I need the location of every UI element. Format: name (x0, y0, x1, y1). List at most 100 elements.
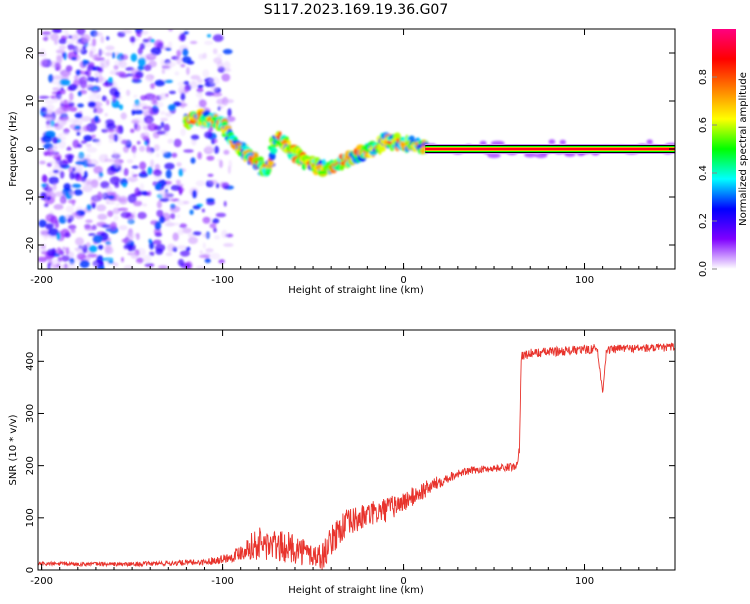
noise-blob (197, 84, 204, 89)
noise-blob (153, 144, 160, 152)
noise-blob (39, 160, 46, 165)
noise-blob (215, 212, 227, 218)
noise-blob (159, 215, 166, 224)
band-blob (487, 153, 501, 159)
noise-blob (120, 112, 127, 120)
noise-blob (227, 108, 232, 117)
colorbar-tick-label: 0.6 (698, 117, 709, 133)
noise-blob (183, 31, 189, 35)
noise-blob (45, 223, 53, 231)
noise-blob (41, 135, 53, 143)
noise-blob (132, 174, 138, 178)
noise-blob (46, 249, 57, 257)
band-blob (646, 139, 653, 145)
noise-blob (101, 95, 107, 102)
noise-blob (65, 247, 70, 255)
x-tick-label: -100 (211, 275, 234, 286)
noise-blob (160, 117, 168, 122)
noise-blob (187, 233, 195, 238)
noise-blob (106, 36, 110, 41)
noise-blob (223, 243, 234, 247)
noise-blob (165, 252, 173, 257)
noise-blob (69, 190, 75, 197)
noise-blob (166, 61, 176, 68)
noise-blob (120, 211, 132, 219)
noise-blob (113, 215, 119, 221)
noise-blob (97, 175, 102, 181)
snr-axes: -200 -100 0 100 0 100 200 300 400 (25, 330, 676, 587)
noise-blob (160, 149, 168, 155)
noise-blob (138, 57, 146, 67)
noise-blob (195, 92, 203, 98)
noise-blob (62, 104, 71, 112)
noise-blob (130, 178, 136, 183)
noise-blob (90, 179, 99, 188)
ridge-blob (267, 160, 275, 167)
noise-blob (130, 128, 135, 133)
noise-blob (71, 57, 77, 61)
noise-blob (82, 180, 88, 187)
noise-blob (180, 92, 186, 101)
noise-blob (83, 60, 90, 65)
noise-blob (221, 229, 228, 239)
noise-blob (41, 250, 49, 255)
noise-blob (53, 204, 64, 210)
noise-blob (171, 152, 178, 158)
noise-blob (221, 73, 231, 82)
noise-blob (56, 136, 67, 141)
noise-blob (48, 176, 59, 185)
noise-blob (161, 68, 166, 75)
noise-blob (168, 41, 173, 50)
noise-blob (204, 131, 213, 139)
noise-blob (87, 253, 98, 258)
noise-blob (86, 68, 91, 78)
noise-blob (67, 43, 75, 51)
noise-blob (86, 204, 92, 211)
noise-blob (165, 47, 172, 51)
noise-blob (38, 52, 47, 57)
noise-blob (132, 150, 137, 159)
noise-blob (199, 250, 203, 255)
noise-blob (156, 200, 162, 209)
noise-blob (38, 219, 47, 228)
noise-blob (150, 47, 162, 56)
noise-blob (131, 119, 140, 125)
ridge-blob (286, 140, 291, 146)
noise-blob (138, 172, 149, 178)
noise-blob (176, 245, 187, 250)
noise-blob (202, 52, 207, 59)
noise-blob (166, 244, 177, 250)
noise-blob (139, 43, 146, 50)
noise-blob (196, 78, 203, 84)
noise-blob (87, 76, 96, 82)
noise-blob (134, 187, 141, 196)
ridge-blob (221, 120, 228, 127)
noise-blob (192, 205, 201, 210)
noise-blob (94, 53, 102, 59)
noise-blob (123, 145, 129, 153)
noise-blob (74, 74, 79, 81)
noise-blob (163, 123, 170, 132)
noise-blob (135, 232, 140, 237)
y-tick-label: 300 (25, 404, 36, 423)
noise-blob (179, 250, 191, 257)
noise-blob (54, 97, 59, 103)
noise-blob (94, 71, 98, 78)
noise-blob (221, 182, 230, 190)
x-tick-label: -200 (30, 275, 53, 286)
noise-blob (52, 87, 60, 91)
noise-blob (106, 99, 110, 106)
noise-blob (164, 162, 175, 170)
noise-blob (211, 92, 223, 97)
noise-blob (93, 32, 103, 37)
noise-blob (165, 112, 173, 117)
noise-blob (146, 118, 152, 126)
noise-blob (81, 45, 87, 50)
noise-blob (163, 213, 169, 218)
noise-blob (216, 98, 226, 105)
noise-blob (168, 90, 176, 95)
noise-blob (91, 134, 96, 139)
ridge-blob (270, 146, 278, 154)
noise-blob (92, 89, 98, 97)
noise-blob (104, 129, 116, 133)
